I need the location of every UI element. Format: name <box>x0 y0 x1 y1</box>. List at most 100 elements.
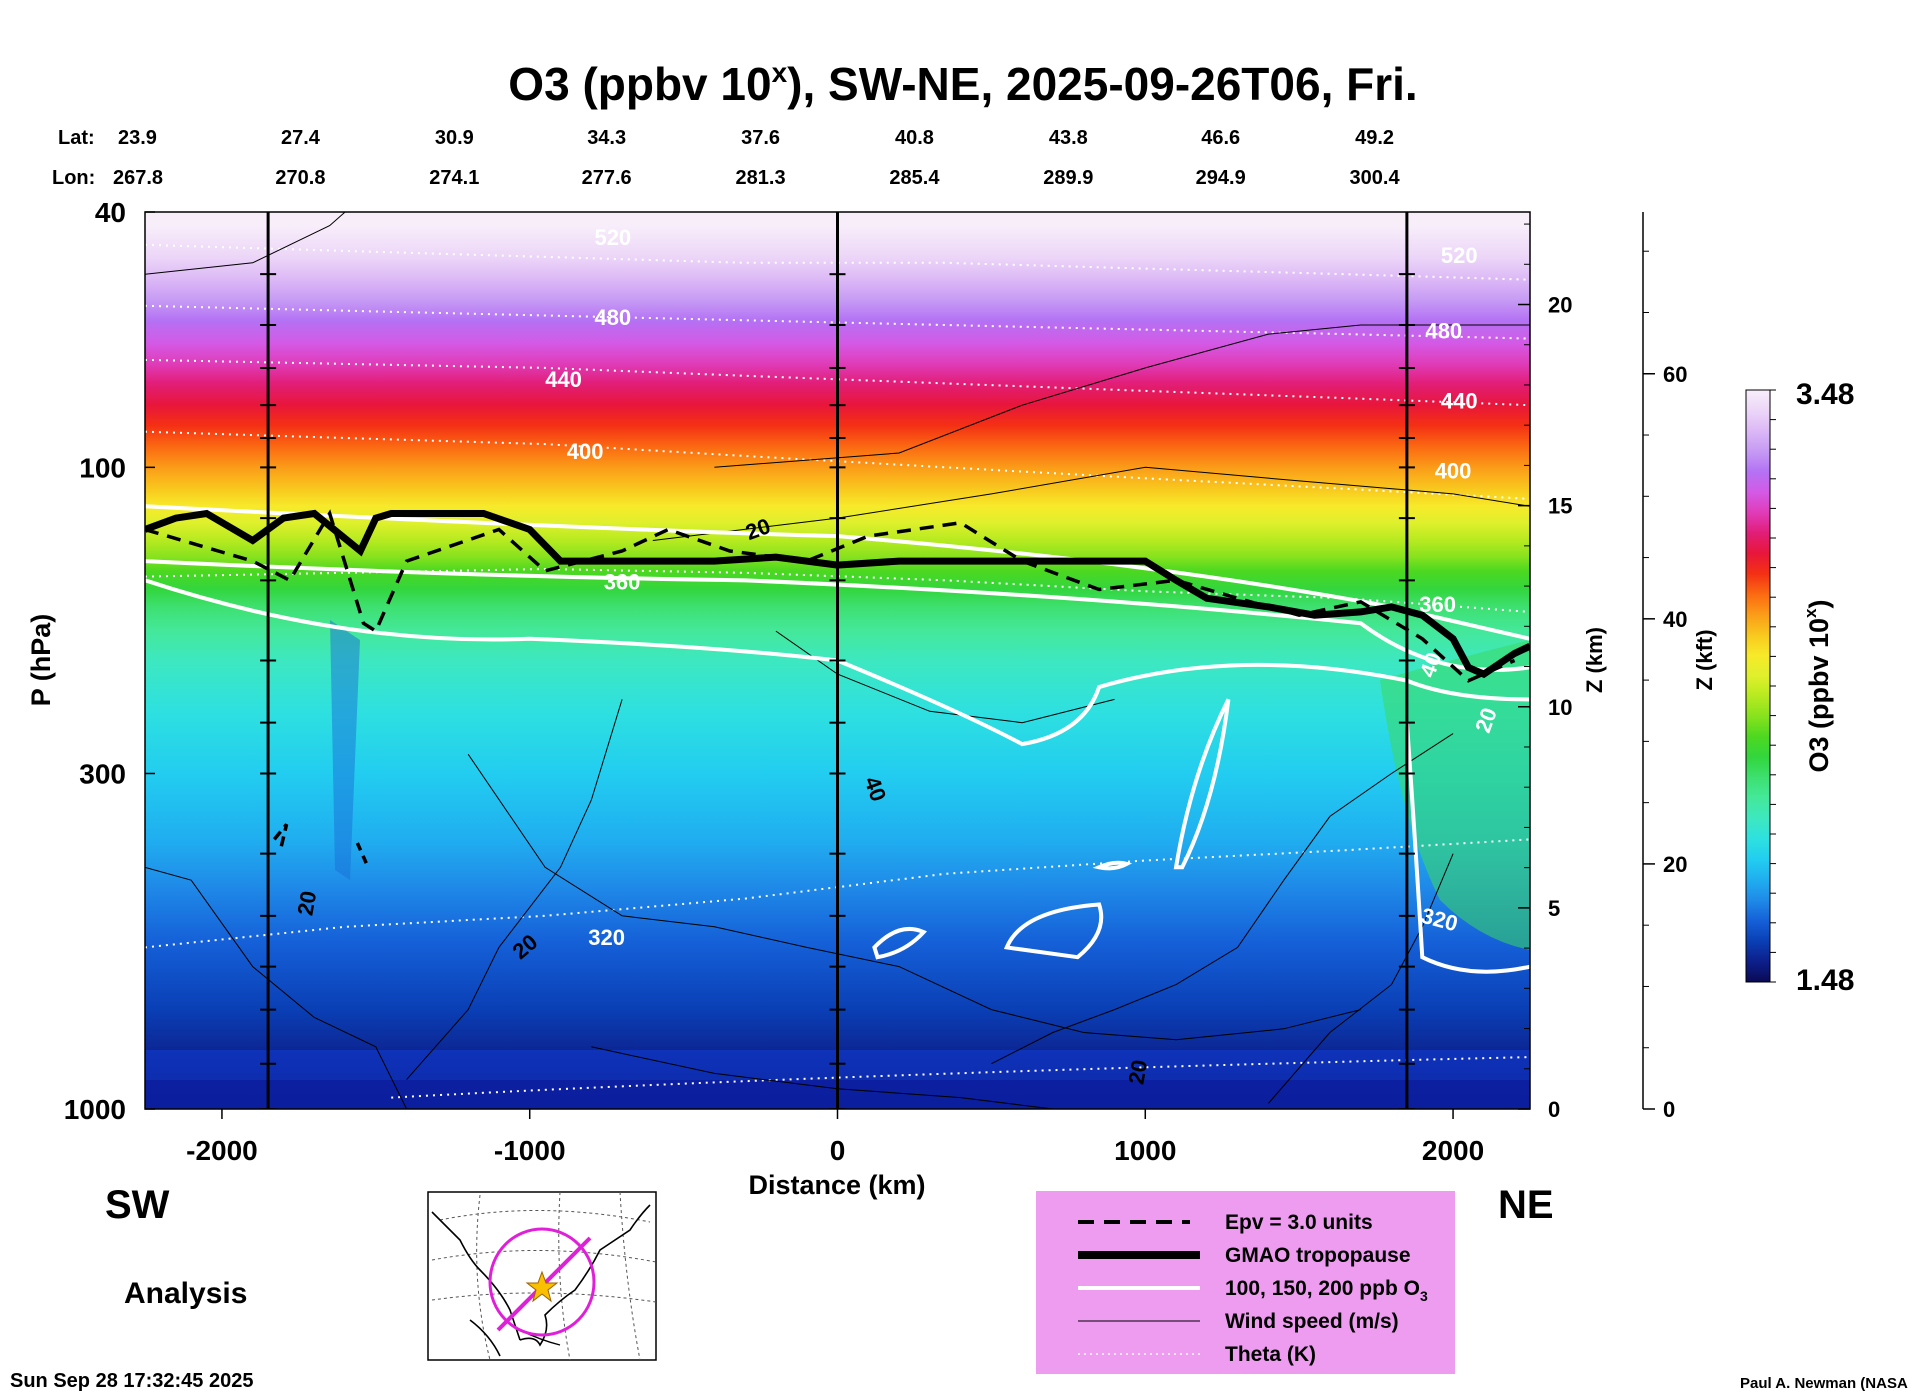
ozone-minimum <box>330 620 360 880</box>
lat-value: 23.9 <box>118 127 157 149</box>
z-kft-axis: 0 20 40 60 <box>1642 212 1687 1122</box>
lon-value: 274.1 <box>429 167 479 189</box>
wind-line <box>406 699 623 1080</box>
epv-line <box>355 842 369 865</box>
z-km-tick-label: 10 <box>1548 695 1572 720</box>
theta-line <box>145 430 1530 500</box>
inset-range-circle <box>488 1227 596 1337</box>
y-tick-label: 40 <box>95 197 126 228</box>
contour-label: 20 <box>1123 1058 1152 1086</box>
theta-line <box>145 304 1530 340</box>
legend-label-o3: 100, 150, 200 ppb O3 <box>1225 1277 1428 1304</box>
inset-coastline <box>431 1204 651 1357</box>
o3-contour <box>1404 722 1530 974</box>
inset-center-star-icon <box>525 1270 559 1303</box>
theta-line <box>145 567 1530 613</box>
wind-line <box>714 324 1530 468</box>
colorbar-min: 1.48 <box>1796 964 1854 997</box>
contour-label: 360 <box>1419 592 1456 617</box>
timestamp: Sun Sep 28 17:32:45 2025 <box>10 1370 253 1392</box>
epv-line <box>272 823 289 851</box>
wind-line <box>467 754 1361 1041</box>
lon-value: 267.8 <box>113 167 163 189</box>
ne-label: NE <box>1498 1183 1554 1227</box>
lat-value: 43.8 <box>1049 127 1088 149</box>
contour-label: 480 <box>594 305 631 330</box>
vertical-guides <box>260 212 1415 1109</box>
plot-area: 2020202020404032032036036040040044044048… <box>145 212 1530 1109</box>
z-kft-tick-label: 40 <box>1663 607 1687 632</box>
z-km-tick-label: 15 <box>1548 494 1572 519</box>
theta-line <box>145 358 1530 407</box>
o3-contour <box>1173 698 1231 870</box>
contour-label: 440 <box>545 367 582 392</box>
wind-line <box>145 212 346 275</box>
contour-label: 520 <box>594 225 631 250</box>
lon-value: 281.3 <box>736 167 786 189</box>
analysis-label: Analysis <box>124 1277 247 1310</box>
z-kft-axis-label: Z (kft) <box>1692 629 1717 690</box>
z-km-tick-label: 5 <box>1548 896 1560 921</box>
x-axis: -2000 -1000 0 1000 2000 <box>186 1109 1484 1166</box>
lat-value: 27.4 <box>281 127 321 149</box>
lat-value: 37.6 <box>741 127 780 149</box>
ozone-plume <box>1380 640 1530 950</box>
z-kft-tick-label: 60 <box>1663 362 1687 387</box>
legend-label-theta: Theta (K) <box>1225 1343 1316 1366</box>
lat-value: 34.3 <box>587 127 626 149</box>
inset-map <box>427 1191 657 1361</box>
theta-contours <box>145 243 1530 1099</box>
contour-label: 480 <box>1425 319 1462 344</box>
wind-line <box>991 733 1454 1065</box>
credit: Paul A. Newman (NASA <box>1740 1375 1908 1392</box>
contour-label: 320 <box>588 925 625 950</box>
y-axis-label: P (hPa) <box>26 614 56 707</box>
lat-label: Lat: <box>58 127 95 149</box>
z-km-tick-label: 20 <box>1548 293 1572 318</box>
lon-value: 289.9 <box>1043 167 1093 189</box>
contour-label: 520 <box>1441 243 1478 268</box>
contour-label: 400 <box>1435 458 1472 483</box>
x-tick-label: 2000 <box>1422 1135 1484 1166</box>
o3-contour <box>1003 902 1104 960</box>
lat-value: 46.6 <box>1201 127 1240 149</box>
lat-value: 40.8 <box>895 127 934 149</box>
y-axis: 1000 300 100 40 <box>64 197 155 1125</box>
y-tick-label: 300 <box>79 758 126 789</box>
y-tick-label: 1000 <box>64 1094 126 1125</box>
x-axis-label: Distance (km) <box>748 1170 925 1200</box>
colorbar-ticks <box>1770 389 1776 983</box>
lon-value: 300.4 <box>1350 167 1401 189</box>
z-km-axis: 0 5 10 15 20 <box>1518 223 1572 1122</box>
x-tick-label: -1000 <box>494 1135 566 1166</box>
chart-title: O3 (ppbv 10x), SW-NE, 2025-09-26T06, Fri… <box>508 57 1417 110</box>
o3-contour <box>145 559 1530 672</box>
lon-value: 277.6 <box>582 167 632 189</box>
lon-label: Lon: <box>52 167 95 189</box>
legend: Epv = 3.0 units GMAO tropopause 100, 150… <box>1036 1191 1455 1374</box>
z-kft-tick-label: 0 <box>1663 1097 1675 1122</box>
contour-label: 20 <box>292 889 321 917</box>
theta-line <box>145 243 1530 281</box>
y-tick-label: 100 <box>79 452 126 483</box>
legend-label-wind: Wind speed (m/s) <box>1225 1310 1399 1333</box>
lon-value: 294.9 <box>1196 167 1246 189</box>
x-tick-label: -2000 <box>186 1135 258 1166</box>
lat-value: 49.2 <box>1355 127 1394 149</box>
o3-contour <box>145 578 1530 747</box>
sw-label: SW <box>105 1183 170 1227</box>
contour-label: 360 <box>604 569 641 594</box>
lon-value: 270.8 <box>275 167 325 189</box>
legend-label-tropopause: GMAO tropopause <box>1225 1244 1411 1267</box>
o3-contour <box>1092 860 1133 871</box>
wind-line <box>145 866 408 1109</box>
colorbar-title: O3 (ppbv 10x) <box>1801 599 1834 772</box>
z-km-tick-label: 0 <box>1548 1097 1560 1122</box>
z-kft-tick-label: 20 <box>1663 852 1687 877</box>
lat-value: 30.9 <box>435 127 474 149</box>
colorbar-max: 3.48 <box>1796 378 1854 411</box>
x-tick-label: 1000 <box>1114 1135 1176 1166</box>
lat-lon-header: 23.9 27.4 30.9 34.3 37.6 40.8 43.8 46.6 49.2 267.… <box>113 127 1400 189</box>
legend-label-epv: Epv = 3.0 units <box>1225 1211 1373 1234</box>
